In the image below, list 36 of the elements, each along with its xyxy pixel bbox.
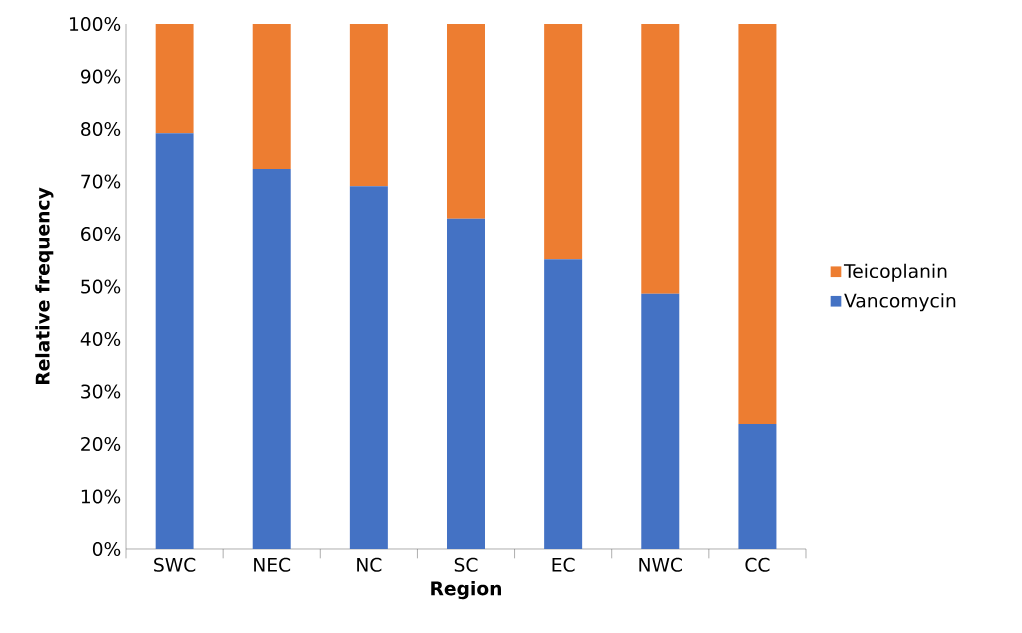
x-tick-label: CC: [745, 557, 770, 572]
y-axis-title: Relative frequency: [35, 187, 54, 385]
bar: [641, 24, 680, 294]
bar: [447, 218, 485, 549]
x-tick-label: NEC: [254, 557, 291, 572]
legend-label: Vancomycin: [844, 293, 956, 312]
y-tick-label: 40%: [80, 331, 121, 347]
bar: [155, 24, 194, 134]
y-tick-label: 80%: [81, 121, 121, 137]
bar: [252, 24, 291, 169]
bar: [155, 133, 194, 549]
x-tick-label: SC: [454, 557, 478, 572]
bar: [738, 24, 777, 425]
y-tick-label: 90%: [80, 69, 121, 84]
y-tick-label: 0%: [92, 541, 121, 557]
y-tick-label: 70%: [81, 174, 121, 189]
bar: [738, 424, 777, 549]
x-tick-label: NWC: [639, 557, 682, 572]
x-tick-label: NC: [357, 557, 382, 572]
bar: [349, 186, 388, 549]
legend-label: Teicoplanin: [843, 263, 947, 282]
bar: [252, 168, 291, 549]
x-tick-label: SWC: [154, 557, 196, 572]
y-tick-label: 20%: [81, 436, 121, 452]
y-tick-label: 10%: [81, 489, 121, 504]
bar: [349, 24, 388, 187]
y-tick-label: 100%: [69, 16, 121, 32]
bar: [641, 293, 680, 549]
bar: [447, 24, 485, 219]
y-tick-label: 60%: [81, 226, 121, 242]
bar: [544, 259, 583, 549]
y-tick-label: 50%: [81, 279, 121, 294]
y-tick-label: 30%: [81, 384, 121, 399]
x-axis-title: Region: [431, 580, 501, 600]
x-tick-label: EC: [552, 557, 575, 572]
bar: [544, 24, 583, 260]
